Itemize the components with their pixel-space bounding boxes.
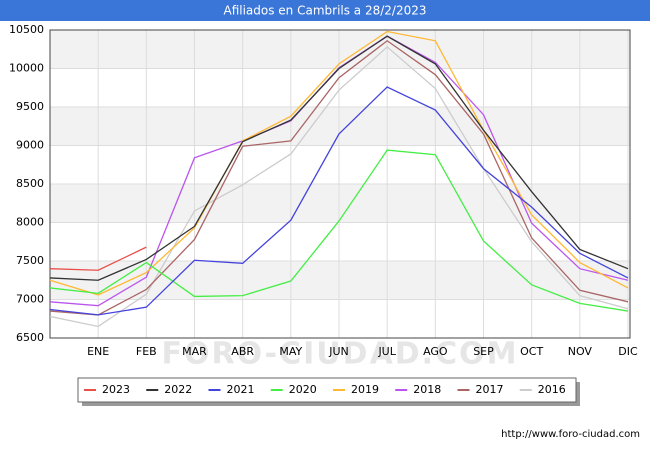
x-tick-label: MAR <box>182 345 207 358</box>
y-tick-label: 8000 <box>16 216 44 229</box>
series-line <box>49 35 629 281</box>
legend-label: 2023 <box>102 383 130 396</box>
y-tick-label: 7000 <box>16 293 44 306</box>
y-tick-label: 9000 <box>16 139 44 152</box>
source: http://www.foro-ciudad.com <box>501 429 640 440</box>
y-tick-label: 9500 <box>16 100 44 113</box>
series-line <box>49 30 629 296</box>
legend-label: 2016 <box>538 383 566 396</box>
title-bar <box>0 0 650 21</box>
y-tick-label: 8500 <box>16 177 44 190</box>
legend-label: 2017 <box>476 383 504 396</box>
x-tick-label: JUN <box>328 345 349 358</box>
x-tick-label: ABR <box>231 345 254 358</box>
legend-label: 2021 <box>227 383 255 396</box>
x-tick-label: JUL <box>377 345 396 358</box>
legend-label: 2022 <box>164 383 192 396</box>
band <box>50 184 630 223</box>
legend-label: 2019 <box>351 383 379 396</box>
series-line <box>49 246 147 271</box>
legend-label: 2018 <box>413 383 441 396</box>
x-tick-label: OCT <box>520 345 543 358</box>
watermark: FORO-CIUDAD.COM <box>162 337 519 372</box>
series-line <box>49 39 629 316</box>
series-line <box>49 149 629 312</box>
y-tick-label: 7500 <box>16 254 44 267</box>
y-tick-label: 6500 <box>16 331 44 344</box>
series-line <box>49 46 629 328</box>
x-tick-label: MAY <box>279 345 302 358</box>
x-tick-label: SEP <box>473 345 494 358</box>
series-line <box>49 86 629 316</box>
plot-frame <box>49 29 631 339</box>
chart-title: Afiliados en Cambrils a 28/2/2023 <box>223 4 426 18</box>
x-tick-label: DIC <box>618 345 638 358</box>
y-tick-label: 10000 <box>9 62 44 75</box>
band <box>50 107 630 146</box>
x-tick-label: AGO <box>423 345 448 358</box>
x-tick-label: FEB <box>136 345 157 358</box>
x-tick-label: NOV <box>568 345 593 358</box>
legend-label: 2020 <box>289 383 317 396</box>
x-tick-label: ENE <box>87 345 109 358</box>
legend <box>77 377 577 403</box>
y-tick-label: 10500 <box>9 23 44 36</box>
